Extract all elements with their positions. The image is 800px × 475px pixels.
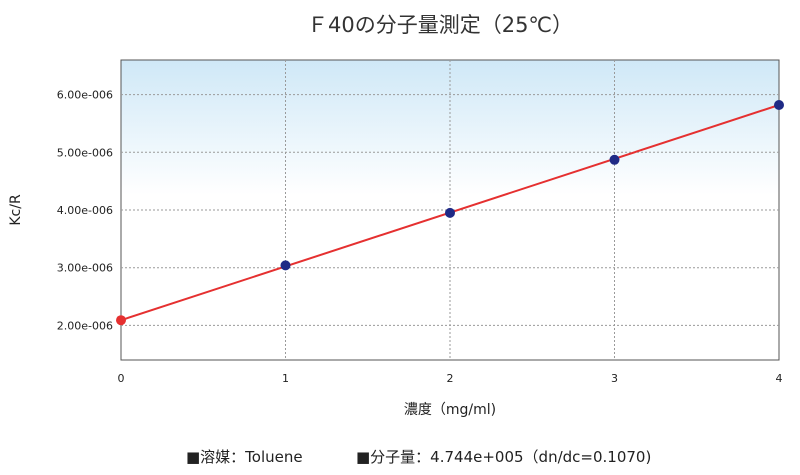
y-tick-label: 6.00e-006	[57, 89, 113, 102]
data-point	[609, 154, 620, 165]
x-tick-label: 1	[282, 372, 289, 385]
solvent-note: ■溶媒：Toluene	[186, 448, 303, 466]
intercept-point	[116, 315, 126, 326]
y-tick-label: 3.00e-006	[57, 262, 113, 275]
x-axis-ticks: 0 1 2 3 4	[118, 372, 783, 385]
x-tick-label: 0	[118, 372, 125, 385]
x-axis-label: 濃度（mg/ml)	[404, 402, 496, 418]
data-point	[445, 207, 455, 218]
y-tick-label: 2.00e-006	[57, 319, 113, 332]
x-tick-label: 3	[611, 372, 618, 385]
y-tick-label: 5.00e-006	[57, 146, 113, 159]
x-tick-label: 2	[447, 372, 454, 385]
y-axis-label: Kc/R	[8, 194, 24, 226]
chart-title: Ｆ40の分子量測定（25℃）	[307, 13, 573, 37]
x-tick-label: 4	[776, 372, 783, 385]
data-point	[774, 100, 784, 110]
data-series	[116, 100, 784, 326]
y-tick-label: 4.00e-006	[57, 204, 113, 217]
y-axis-ticks: 2.00e-006 3.00e-006 4.00e-006 5.00e-006 6.00…	[57, 89, 113, 333]
data-point	[280, 260, 291, 271]
molecular-weight-note: ■分子量：4.744e+005（dn/dc=0.1070)	[356, 448, 651, 466]
